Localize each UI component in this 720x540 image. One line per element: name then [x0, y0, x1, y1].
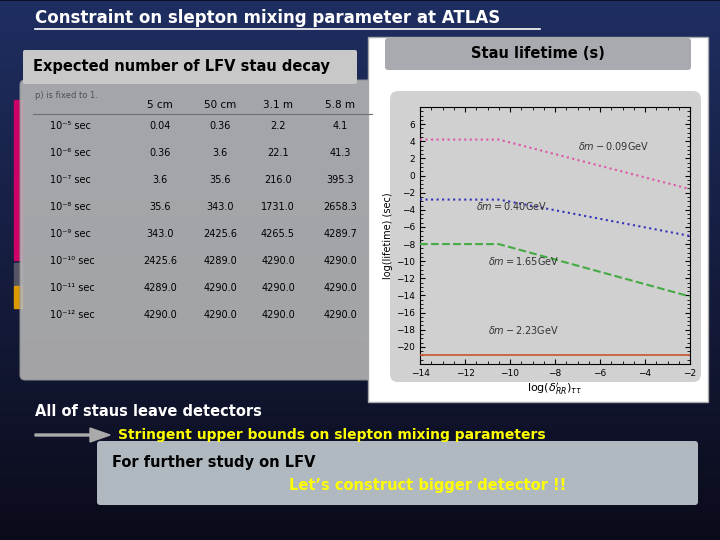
Text: 10⁻⁶ sec: 10⁻⁶ sec [50, 148, 91, 158]
FancyBboxPatch shape [385, 38, 691, 70]
Text: 22.1: 22.1 [267, 148, 289, 158]
Text: 10⁻⁷ sec: 10⁻⁷ sec [50, 175, 91, 185]
Text: 10⁻⁹ sec: 10⁻⁹ sec [50, 229, 91, 239]
Text: 4290.0: 4290.0 [323, 283, 357, 293]
Text: 4265.5: 4265.5 [261, 229, 295, 239]
Text: 10⁻⁵ sec: 10⁻⁵ sec [50, 121, 91, 131]
Polygon shape [35, 428, 110, 442]
Text: For further study on LFV: For further study on LFV [112, 455, 315, 470]
Text: 0.36: 0.36 [210, 121, 230, 131]
Text: 4289.7: 4289.7 [323, 229, 357, 239]
Bar [14, 286, 22, 308]
Text: 41.3: 41.3 [329, 148, 351, 158]
Text: 4290.0: 4290.0 [323, 310, 357, 320]
Text: 4290.0: 4290.0 [261, 256, 295, 266]
Text: Stau lifetime (s): Stau lifetime (s) [471, 46, 605, 62]
Text: 3.6: 3.6 [153, 175, 168, 185]
FancyBboxPatch shape [20, 80, 385, 380]
Text: 5 cm: 5 cm [147, 100, 173, 110]
Text: 216.0: 216.0 [264, 175, 292, 185]
Text: 343.0: 343.0 [146, 229, 174, 239]
Text: Expected number of LFV stau decay: Expected number of LFV stau decay [33, 59, 330, 75]
Text: 5.8 m: 5.8 m [325, 100, 355, 110]
Text: 395.3: 395.3 [326, 175, 354, 185]
Text: Stringent upper bounds on slepton mixing parameters: Stringent upper bounds on slepton mixing… [118, 428, 546, 442]
Text: 35.6: 35.6 [149, 202, 171, 212]
Bar [14, 100, 22, 260]
Text: 0.36: 0.36 [149, 148, 171, 158]
Text: Constraint on slepton mixing parameter at ATLAS: Constraint on slepton mixing parameter a… [35, 9, 500, 27]
Text: 3.6: 3.6 [212, 148, 228, 158]
Text: $\delta m = 0.40$GeV: $\delta m = 0.40$GeV [476, 200, 547, 212]
Text: 10⁻⁸ sec: 10⁻⁸ sec [50, 202, 91, 212]
Text: 3.1 m: 3.1 m [263, 100, 293, 110]
Text: 10⁻¹⁰ sec: 10⁻¹⁰ sec [50, 256, 95, 266]
FancyBboxPatch shape [97, 441, 698, 505]
Text: 2.2: 2.2 [270, 121, 286, 131]
Text: 35.6: 35.6 [210, 175, 230, 185]
Text: 4290.0: 4290.0 [323, 256, 357, 266]
Text: 4290.0: 4290.0 [203, 283, 237, 293]
Bar [368, 37, 708, 402]
Text: 4290.0: 4290.0 [261, 283, 295, 293]
Text: $\delta m - 2.23$GeV: $\delta m - 2.23$GeV [487, 324, 558, 336]
Text: All of staus leave detectors: All of staus leave detectors [35, 404, 262, 420]
Text: 50 cm: 50 cm [204, 100, 236, 110]
Text: 4290.0: 4290.0 [261, 310, 295, 320]
FancyBboxPatch shape [390, 91, 701, 382]
Text: 4289.0: 4289.0 [143, 283, 177, 293]
Y-axis label: log(lifetime) (sec): log(lifetime) (sec) [383, 192, 393, 279]
Text: $\delta m - 0.09$GeV: $\delta m - 0.09$GeV [577, 140, 649, 152]
Text: 1731.0: 1731.0 [261, 202, 295, 212]
Text: 4.1: 4.1 [333, 121, 348, 131]
Text: 10⁻¹¹ sec: 10⁻¹¹ sec [50, 283, 95, 293]
X-axis label: $\log(\delta^{\prime}_{RR})_{\tau\tau}$: $\log(\delta^{\prime}_{RR})_{\tau\tau}$ [528, 381, 582, 397]
Text: 4290.0: 4290.0 [203, 310, 237, 320]
Text: 0.04: 0.04 [149, 121, 171, 131]
Text: 2658.3: 2658.3 [323, 202, 357, 212]
FancyBboxPatch shape [23, 50, 357, 84]
Text: 4290.0: 4290.0 [143, 310, 177, 320]
Text: p) is fixed to 1.: p) is fixed to 1. [35, 91, 98, 100]
Text: Let’s construct bigger detector !!: Let’s construct bigger detector !! [289, 478, 566, 493]
Text: 2425.6: 2425.6 [203, 229, 237, 239]
Text: 10⁻¹² sec: 10⁻¹² sec [50, 310, 95, 320]
Text: 4289.0: 4289.0 [203, 256, 237, 266]
Text: $\delta m = 1.65$GeV: $\delta m = 1.65$GeV [487, 255, 559, 267]
Text: 2425.6: 2425.6 [143, 256, 177, 266]
Text: 343.0: 343.0 [206, 202, 234, 212]
Bar [14, 263, 22, 285]
